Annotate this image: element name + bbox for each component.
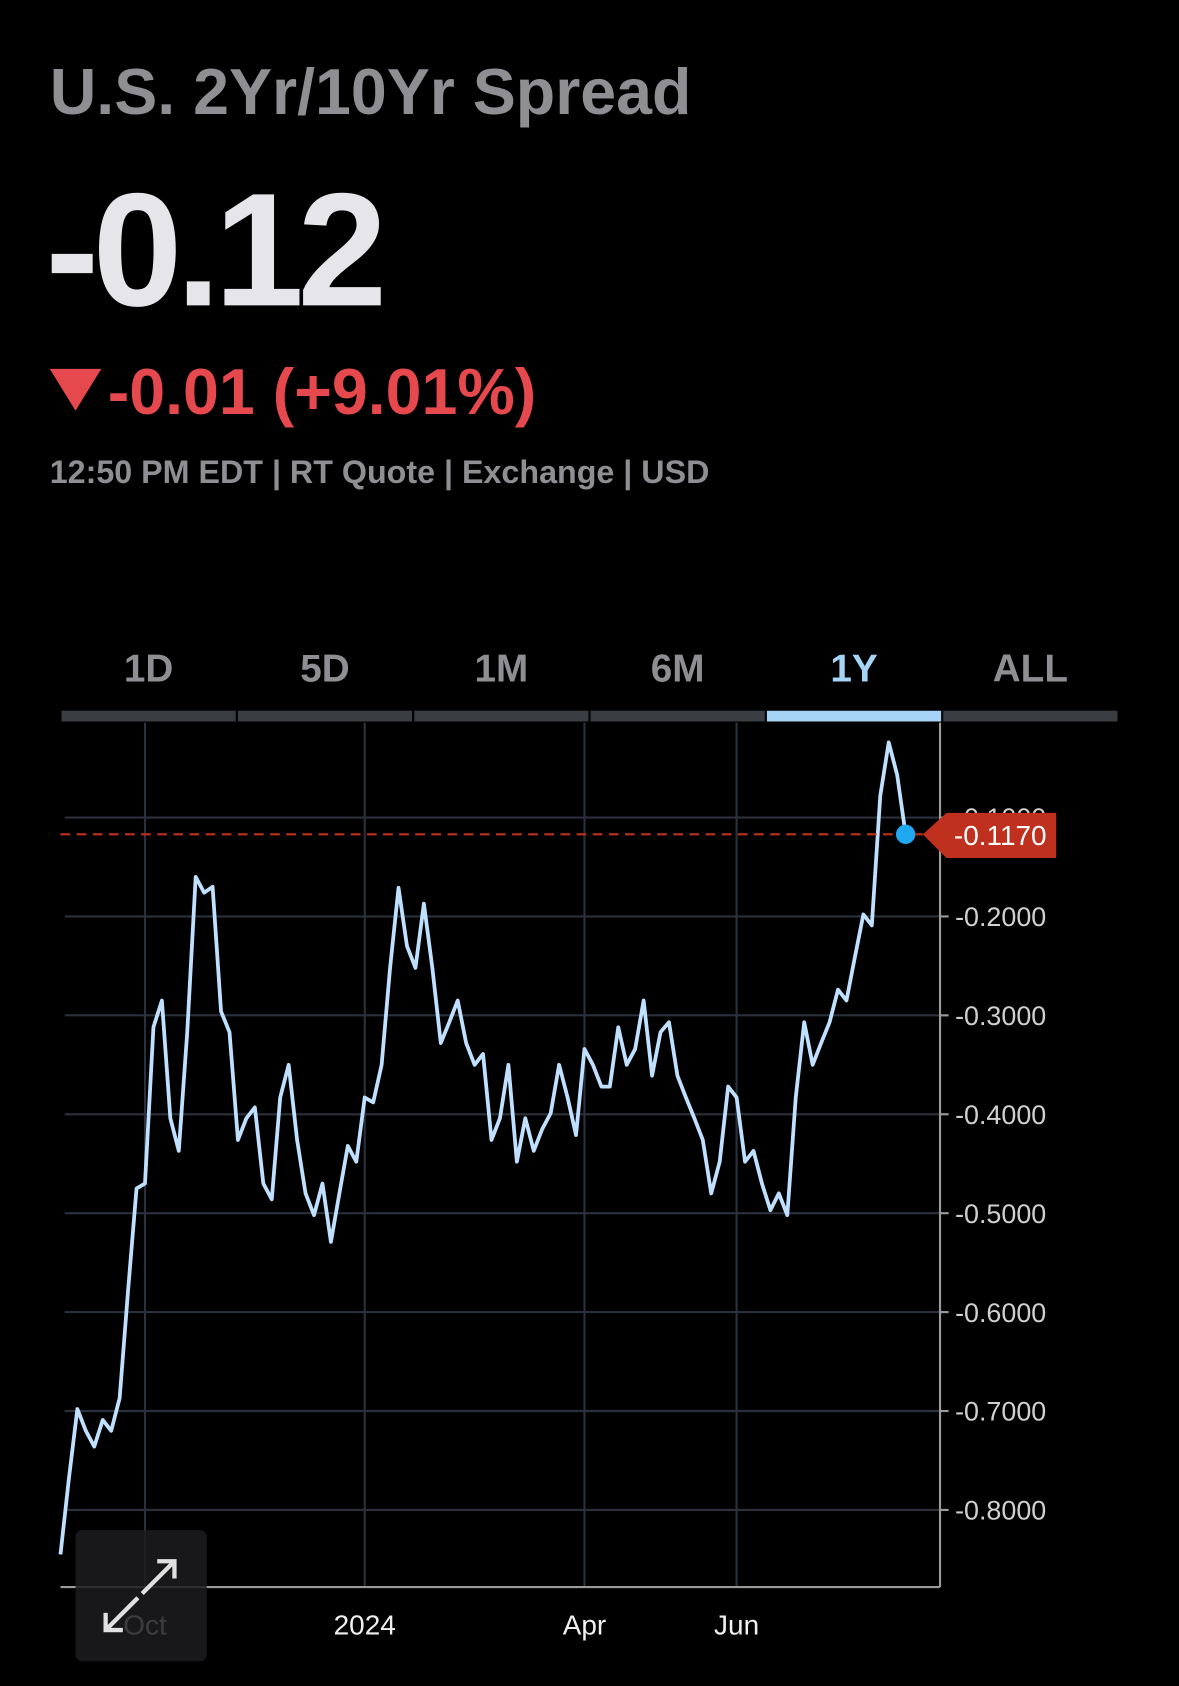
tab-label: ALL bbox=[993, 648, 1068, 691]
quote-price: -0.12 bbox=[45, 160, 381, 340]
range-tabs: 1D 5D 1M 6M 1Y ALL bbox=[61, 648, 1118, 722]
y-tick-label: -0.4000 bbox=[955, 1100, 1046, 1130]
range-tab[interactable]: 1Y bbox=[766, 648, 942, 722]
tab-label: 1D bbox=[124, 648, 173, 691]
range-tab[interactable]: 1M bbox=[414, 648, 589, 722]
y-tick-label: -0.3000 bbox=[955, 1001, 1046, 1031]
tab-label: 1M bbox=[474, 648, 528, 691]
chart: -0.1000-0.2000-0.3000-0.4000-0.5000-0.60… bbox=[58, 722, 1057, 1640]
tab-indicator bbox=[590, 710, 765, 722]
tab-label: 6M bbox=[651, 648, 705, 691]
range-tab[interactable]: ALL bbox=[943, 648, 1118, 722]
tab-label: 5D bbox=[300, 648, 349, 691]
tab-indicator bbox=[414, 710, 589, 722]
expand-icon bbox=[103, 1559, 177, 1633]
y-tick-label: -0.7000 bbox=[955, 1397, 1046, 1427]
x-tick-label: Apr bbox=[563, 1609, 606, 1640]
tab-indicator bbox=[237, 710, 413, 722]
last-price-tag bbox=[922, 812, 1057, 858]
range-tab[interactable]: 6M bbox=[590, 648, 765, 722]
tab-label: 1Y bbox=[830, 648, 878, 691]
y-tick-label: -0.8000 bbox=[955, 1496, 1046, 1526]
y-tick-label: -0.2000 bbox=[955, 902, 1046, 932]
range-tab[interactable]: 5D bbox=[237, 648, 413, 722]
last-price-label: -0.1170 bbox=[954, 820, 1047, 851]
tab-indicator bbox=[61, 710, 236, 722]
expand-button[interactable] bbox=[75, 1530, 207, 1662]
quote-change: -0.01 (+9.01%) bbox=[108, 356, 536, 428]
quote-title: U.S. 2Yr/10Yr Spread bbox=[50, 56, 692, 128]
price-line bbox=[58, 740, 908, 1555]
last-point bbox=[895, 824, 916, 845]
quote-meta: 12:50 PM EDT | RT Quote | Exchange | USD bbox=[50, 454, 710, 490]
x-tick-label: Jun bbox=[714, 1609, 759, 1640]
range-tab[interactable]: 1D bbox=[61, 648, 236, 722]
expand-bg bbox=[75, 1530, 207, 1662]
y-tick-label: -0.6000 bbox=[955, 1298, 1046, 1328]
tab-indicator bbox=[943, 710, 1118, 722]
y-tick-label: -0.5000 bbox=[955, 1199, 1046, 1229]
down-arrow bbox=[49, 368, 102, 411]
tab-indicator bbox=[766, 710, 942, 722]
x-tick-label: 2024 bbox=[334, 1609, 396, 1640]
